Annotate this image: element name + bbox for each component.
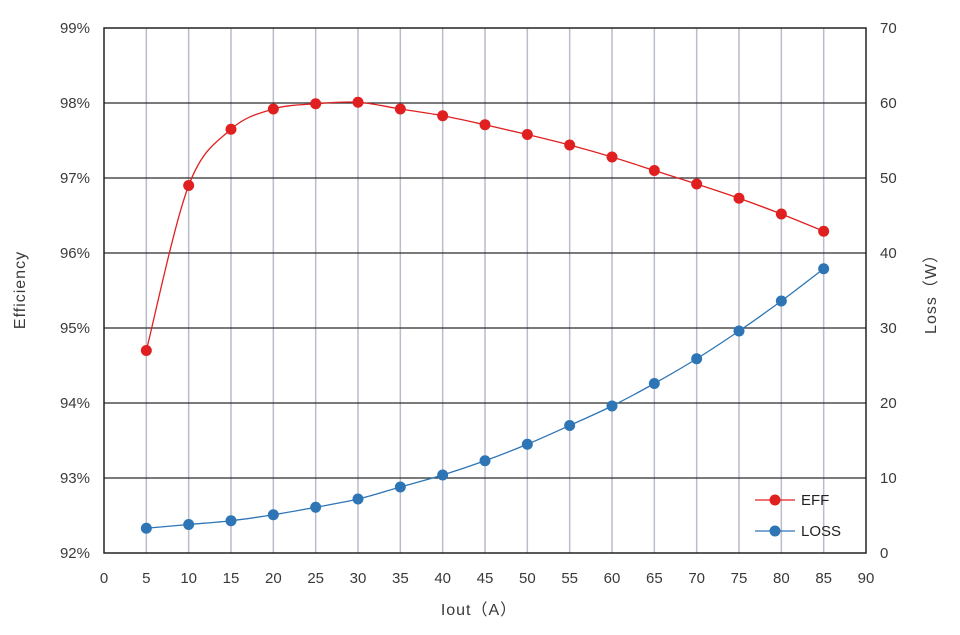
data-point-loss	[437, 469, 449, 481]
y2-tick-label: 60	[880, 95, 897, 112]
x-tick-label: 50	[519, 570, 536, 587]
data-point-eff	[267, 103, 279, 115]
legend: EFF LOSS	[755, 492, 841, 540]
legend-marker-loss	[769, 525, 781, 537]
series-group	[140, 96, 830, 534]
data-point-loss	[310, 501, 322, 513]
data-point-eff	[225, 123, 237, 135]
data-point-loss	[183, 519, 195, 530]
x-tick-label: 35	[392, 570, 409, 587]
legend-marker-eff	[769, 494, 781, 506]
x-tick-label: 80	[773, 570, 790, 587]
data-point-eff	[606, 151, 618, 163]
data-point-loss	[225, 515, 237, 527]
data-point-eff	[437, 110, 449, 122]
y-tick-label: 96%	[60, 245, 90, 262]
legend-label-loss: LOSS	[801, 523, 841, 540]
x-tick-label: 30	[350, 570, 367, 587]
x-tick-label: 65	[646, 570, 663, 587]
data-point-eff	[140, 345, 152, 356]
x-tick-label: 60	[604, 570, 621, 587]
y-axis-right: 0 10 20 30 40 50 60 70	[880, 20, 897, 562]
data-point-loss	[691, 353, 703, 365]
x-axis: 0 5 10 15 20 25 30 35 40 45 50 55 60 65 70 75 80 85 90	[100, 570, 875, 587]
y2-tick-label: 40	[880, 245, 897, 262]
data-point-loss	[352, 493, 364, 505]
data-point-eff	[479, 119, 491, 131]
y2-axis-title: Loss（W）	[922, 246, 940, 334]
data-point-loss	[479, 455, 491, 467]
data-point-eff	[394, 103, 406, 115]
data-point-eff	[310, 98, 322, 110]
plot-area	[103, 27, 867, 554]
grid	[104, 28, 866, 553]
y-tick-label: 93%	[60, 470, 90, 487]
y-tick-label: 97%	[60, 170, 90, 187]
data-point-eff	[352, 96, 364, 108]
x-tick-label: 20	[265, 570, 282, 587]
x-axis-title: Iout（A）	[441, 601, 517, 619]
data-point-loss	[521, 438, 533, 450]
y2-tick-label: 30	[880, 320, 897, 337]
data-point-eff	[691, 178, 703, 190]
y-axis-left: 92% 93% 94% 95% 96% 97% 98% 99%	[60, 20, 90, 562]
data-point-loss	[775, 295, 787, 307]
x-tick-label: 5	[142, 570, 150, 587]
x-tick-label: 45	[477, 570, 494, 587]
x-tick-label: 10	[180, 570, 197, 587]
data-point-loss	[564, 420, 576, 431]
y-tick-label: 98%	[60, 95, 90, 112]
x-tick-label: 55	[561, 570, 578, 587]
data-point-eff	[733, 192, 745, 204]
y2-tick-label: 20	[880, 395, 897, 412]
data-point-loss	[818, 263, 830, 275]
x-tick-label: 15	[223, 570, 240, 587]
data-point-eff	[183, 180, 195, 191]
data-point-loss	[394, 481, 406, 493]
data-point-eff	[648, 165, 660, 176]
x-tick-label: 90	[858, 570, 875, 587]
y-axis-title: Efficiency	[12, 251, 29, 329]
y-tick-label: 92%	[60, 545, 90, 562]
x-tick-label: 40	[434, 570, 451, 587]
x-tick-label: 75	[731, 570, 748, 587]
y2-tick-label: 0	[880, 545, 888, 562]
y2-tick-label: 70	[880, 20, 897, 37]
data-point-eff	[564, 139, 576, 151]
data-point-eff	[775, 208, 787, 220]
y2-tick-label: 50	[880, 170, 897, 187]
y-tick-label: 94%	[60, 395, 90, 412]
x-tick-label: 85	[815, 570, 832, 587]
data-point-loss	[606, 400, 618, 412]
legend-label-eff: EFF	[801, 492, 829, 509]
y2-tick-label: 10	[880, 470, 897, 487]
data-point-eff	[521, 129, 533, 140]
data-point-loss	[733, 325, 745, 337]
y-tick-label: 95%	[60, 320, 90, 337]
x-tick-label: 25	[307, 570, 324, 587]
data-point-eff	[818, 225, 830, 237]
data-point-loss	[267, 509, 279, 521]
data-point-loss	[648, 378, 660, 389]
data-point-loss	[140, 522, 152, 534]
x-tick-label: 70	[688, 570, 705, 587]
y-tick-label: 99%	[60, 20, 90, 37]
x-tick-label: 0	[100, 570, 108, 587]
